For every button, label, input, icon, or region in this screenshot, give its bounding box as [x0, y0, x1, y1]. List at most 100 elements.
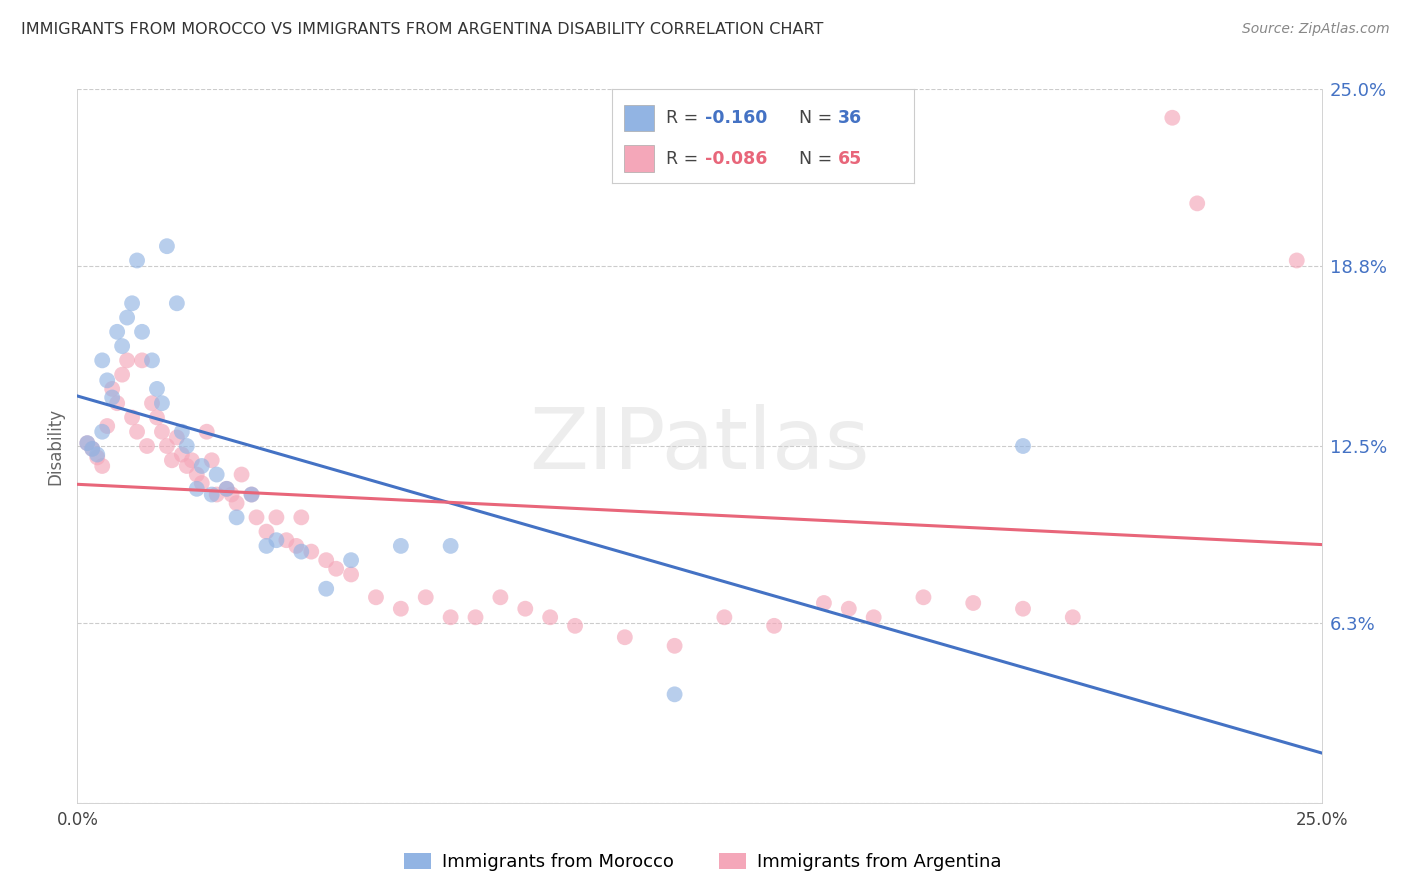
- Text: R =: R =: [666, 109, 704, 128]
- Point: [205, 467, 228, 482]
- Point: [82, 442, 104, 456]
- Point: [186, 467, 208, 482]
- Text: 65: 65: [838, 150, 862, 168]
- Point: [489, 591, 512, 605]
- Point: [440, 610, 463, 624]
- Point: [225, 510, 247, 524]
- Bar: [624, 145, 654, 171]
- Point: [131, 325, 153, 339]
- Point: [166, 296, 188, 310]
- Point: [125, 253, 148, 268]
- Legend: Immigrants from Morocco, Immigrants from Argentina: Immigrants from Morocco, Immigrants from…: [396, 846, 1010, 879]
- Point: [315, 553, 337, 567]
- Point: [231, 467, 253, 482]
- Point: [285, 539, 308, 553]
- Point: [96, 373, 118, 387]
- Point: [266, 533, 288, 548]
- Point: [111, 339, 134, 353]
- Point: [166, 430, 188, 444]
- Point: [256, 539, 278, 553]
- Point: [180, 453, 202, 467]
- Point: [664, 639, 686, 653]
- Point: [613, 630, 636, 644]
- Point: [813, 596, 835, 610]
- Point: [121, 410, 143, 425]
- Point: [1012, 439, 1035, 453]
- Y-axis label: Disability: Disability: [46, 408, 65, 484]
- Point: [91, 353, 114, 368]
- Point: [186, 482, 208, 496]
- Point: [389, 539, 412, 553]
- Point: [240, 487, 263, 501]
- Text: N =: N =: [799, 109, 838, 128]
- Text: N =: N =: [799, 150, 838, 168]
- Point: [105, 396, 128, 410]
- Point: [1285, 253, 1308, 268]
- Point: [205, 487, 228, 501]
- Text: R =: R =: [666, 150, 704, 168]
- Point: [115, 310, 138, 325]
- Point: [86, 450, 108, 465]
- Point: [276, 533, 298, 548]
- Point: [146, 410, 169, 425]
- Point: [664, 687, 686, 701]
- Point: [91, 425, 114, 439]
- Point: [538, 610, 561, 624]
- Point: [105, 325, 128, 339]
- Point: [176, 439, 198, 453]
- Text: -0.160: -0.160: [706, 109, 768, 128]
- Point: [76, 436, 98, 450]
- Text: IMMIGRANTS FROM MOROCCO VS IMMIGRANTS FROM ARGENTINA DISABILITY CORRELATION CHAR: IMMIGRANTS FROM MOROCCO VS IMMIGRANTS FR…: [21, 22, 824, 37]
- Point: [1161, 111, 1184, 125]
- Point: [256, 524, 278, 539]
- Point: [141, 353, 163, 368]
- Point: [201, 453, 224, 467]
- Point: [245, 510, 267, 524]
- Point: [125, 425, 148, 439]
- Point: [325, 562, 347, 576]
- Point: [82, 442, 104, 456]
- Point: [131, 353, 153, 368]
- Point: [101, 391, 124, 405]
- Text: ZIPatlas: ZIPatlas: [529, 404, 870, 488]
- Point: [862, 610, 884, 624]
- Point: [564, 619, 586, 633]
- Point: [86, 448, 108, 462]
- Point: [266, 510, 288, 524]
- Point: [340, 553, 363, 567]
- Point: [1062, 610, 1084, 624]
- Point: [912, 591, 935, 605]
- Point: [170, 425, 193, 439]
- Point: [156, 239, 179, 253]
- Point: [170, 448, 193, 462]
- Point: [1012, 601, 1035, 615]
- Point: [150, 396, 173, 410]
- Point: [240, 487, 263, 501]
- Point: [221, 487, 243, 501]
- Point: [176, 458, 198, 473]
- Point: [1187, 196, 1209, 211]
- Bar: [624, 105, 654, 131]
- Point: [838, 601, 860, 615]
- Point: [191, 476, 214, 491]
- Point: [136, 439, 159, 453]
- Point: [299, 544, 322, 558]
- Point: [464, 610, 486, 624]
- Point: [160, 453, 183, 467]
- Point: [315, 582, 337, 596]
- Point: [515, 601, 537, 615]
- Point: [91, 458, 114, 473]
- Point: [415, 591, 437, 605]
- Point: [962, 596, 984, 610]
- Point: [389, 601, 412, 615]
- Text: Source: ZipAtlas.com: Source: ZipAtlas.com: [1241, 22, 1389, 37]
- Point: [191, 458, 214, 473]
- Text: -0.086: -0.086: [706, 150, 768, 168]
- Point: [195, 425, 218, 439]
- Point: [215, 482, 238, 496]
- Point: [111, 368, 134, 382]
- Point: [121, 296, 143, 310]
- Point: [340, 567, 363, 582]
- Point: [201, 487, 224, 501]
- Point: [364, 591, 387, 605]
